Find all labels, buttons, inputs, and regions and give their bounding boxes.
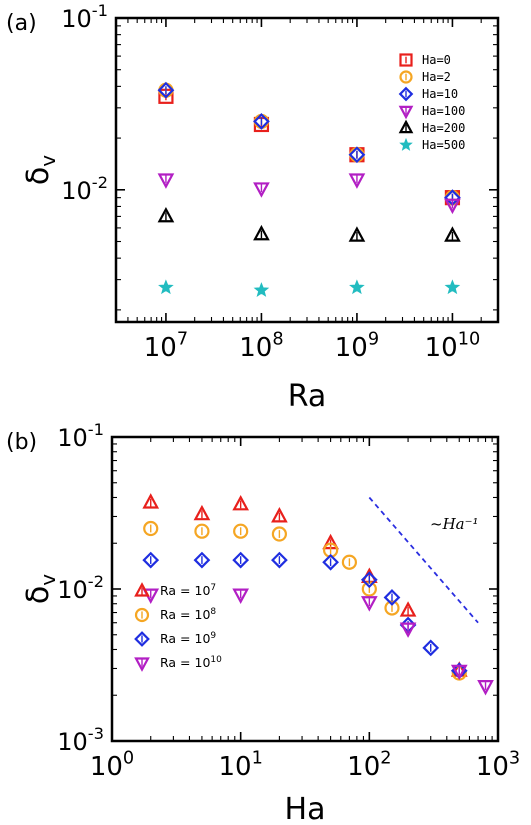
legend-label: Ra = 109 bbox=[160, 631, 216, 646]
legend-marker bbox=[398, 119, 414, 134]
data-point bbox=[383, 589, 401, 606]
data-point bbox=[253, 182, 270, 198]
legend-label: Ha=10 bbox=[422, 87, 458, 101]
legend-marker bbox=[399, 53, 413, 67]
data-point bbox=[450, 664, 468, 681]
legend-label: Ra = 1010 bbox=[160, 655, 222, 670]
data-point bbox=[348, 173, 366, 189]
data-point bbox=[142, 493, 160, 509]
x-tick-label: 1010 bbox=[425, 329, 481, 363]
x-tick-label: 109 bbox=[335, 329, 379, 363]
data-point bbox=[157, 81, 175, 99]
legend-label: Ha=500 bbox=[422, 138, 465, 152]
x-axis-label: Ra bbox=[288, 379, 327, 414]
data-point bbox=[158, 279, 174, 295]
y-tick-label: 10-2 bbox=[61, 173, 108, 205]
panel-label: (a) bbox=[6, 11, 37, 36]
y-axis-label: δv bbox=[21, 574, 60, 604]
y-tick-label: 10-1 bbox=[61, 1, 108, 33]
data-point bbox=[399, 601, 417, 617]
legend: Ra = 107 Ra = 108 Ra = 109 Ra = 1010 bbox=[134, 582, 222, 672]
legend-label: Ha=0 bbox=[422, 53, 451, 67]
x-tick-label: 108 bbox=[239, 329, 283, 363]
series-4 bbox=[157, 206, 461, 242]
x-tick-label: 101 bbox=[218, 748, 262, 782]
data-point bbox=[477, 680, 494, 696]
data-point bbox=[253, 224, 270, 241]
data-point bbox=[232, 551, 250, 569]
y-tick-label: 10-2 bbox=[57, 572, 104, 604]
data-point bbox=[349, 279, 365, 295]
legend-marker bbox=[399, 137, 413, 151]
data-point bbox=[157, 173, 175, 189]
panel-label: (b) bbox=[6, 430, 37, 455]
data-point bbox=[193, 551, 211, 569]
legend-label: Ra = 107 bbox=[160, 583, 216, 598]
legend-marker bbox=[134, 582, 150, 597]
data-point bbox=[271, 526, 287, 542]
data-point bbox=[253, 282, 270, 297]
data-point bbox=[233, 523, 249, 539]
data-point bbox=[143, 520, 159, 537]
x-tick-label: 107 bbox=[144, 329, 188, 363]
x-tick-label: 103 bbox=[476, 748, 520, 782]
data-point bbox=[360, 596, 378, 612]
data-point bbox=[341, 554, 358, 570]
panel-b: 100 101 102 103 10-1 10-2 10-3 Ha δv (b) ~Ha⁻¹ Ra =… bbox=[6, 420, 520, 825]
data-point bbox=[253, 113, 270, 130]
data-point bbox=[193, 504, 211, 521]
legend-label: Ha=200 bbox=[422, 121, 465, 135]
data-point bbox=[399, 622, 417, 638]
y-tick-label: 10-1 bbox=[57, 420, 104, 452]
x-axis-label: Ha bbox=[285, 792, 326, 825]
data-point bbox=[348, 226, 366, 242]
series-2 bbox=[157, 81, 461, 207]
data-point bbox=[360, 571, 378, 589]
series-0 bbox=[158, 88, 461, 206]
legend-label: Ha=100 bbox=[422, 104, 465, 118]
data-point bbox=[348, 146, 366, 164]
legend-marker bbox=[399, 70, 413, 84]
x-tick-label: 100 bbox=[90, 748, 134, 782]
legend-marker bbox=[134, 657, 150, 672]
trend-line bbox=[368, 496, 479, 624]
legend: Ha=0 Ha=2 Ha=10 Ha=100 Ha=200 Ha=500 bbox=[398, 53, 465, 152]
data-point bbox=[232, 588, 250, 604]
data-point bbox=[271, 507, 288, 523]
trend-annotation: ~Ha⁻¹ bbox=[430, 515, 479, 533]
data-point bbox=[444, 198, 461, 215]
data-point bbox=[322, 553, 339, 571]
data-point bbox=[194, 523, 210, 539]
legend-label: Ha=2 bbox=[422, 70, 451, 84]
legend-marker bbox=[134, 607, 150, 623]
data-point bbox=[444, 226, 461, 242]
legend-marker bbox=[398, 86, 414, 102]
legend-marker bbox=[398, 105, 414, 120]
data-point bbox=[142, 551, 160, 569]
data-point bbox=[422, 639, 440, 657]
series-1 bbox=[158, 82, 461, 206]
legend-marker bbox=[134, 631, 150, 647]
x-tick-label: 102 bbox=[347, 748, 391, 782]
data-point bbox=[157, 206, 175, 223]
y-tick-label: 10-3 bbox=[57, 724, 104, 756]
legend-label: Ra = 108 bbox=[160, 607, 216, 622]
series-3 bbox=[157, 173, 461, 215]
panel-a: 107 108 109 1010 10-1 10-2 Ra δv (a) Ha=0 Ha=2 Ha=1… bbox=[6, 1, 500, 414]
data-point bbox=[444, 279, 461, 295]
y-axis-label: δv bbox=[21, 155, 60, 185]
data-point bbox=[271, 551, 288, 569]
data-point bbox=[361, 581, 377, 597]
series-5 bbox=[158, 279, 461, 297]
data-point bbox=[232, 494, 250, 511]
